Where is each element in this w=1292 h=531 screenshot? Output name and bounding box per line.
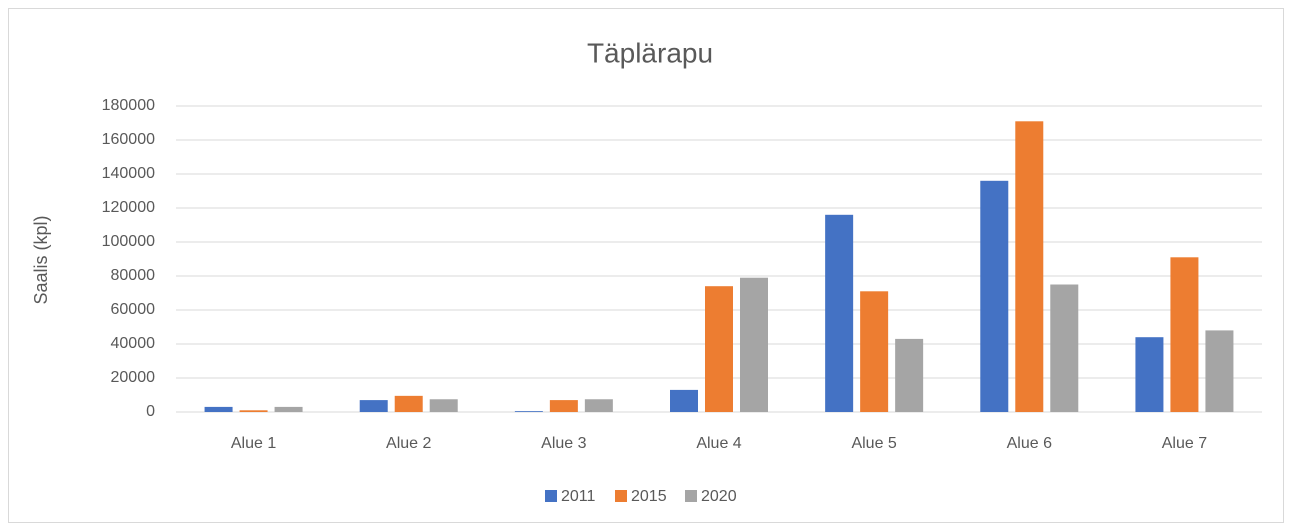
bar: [274, 406, 303, 412]
legend-swatch: [685, 490, 697, 502]
y-tick-label: 40000: [111, 335, 156, 352]
legend-swatch: [615, 490, 627, 502]
bar: [394, 395, 423, 412]
bar: [1015, 121, 1044, 413]
bar: [740, 277, 768, 412]
bar: [825, 214, 854, 412]
legend-label: 2011: [561, 488, 596, 505]
legend-swatch: [545, 490, 557, 502]
bar: [204, 406, 233, 412]
y-axis-label: Saalis (kpl): [31, 215, 51, 304]
bar: [1205, 330, 1234, 412]
bar: [980, 180, 1009, 412]
legend-label: 2020: [701, 488, 737, 505]
bar: [359, 400, 388, 412]
y-tick-label: 100000: [102, 233, 155, 250]
bar: [705, 286, 733, 412]
x-tick-label: Alue 2: [386, 435, 431, 452]
y-tick-label: 140000: [102, 165, 155, 182]
bar: [1050, 284, 1079, 412]
bar: [1135, 337, 1164, 412]
y-tick-label: 180000: [102, 97, 155, 114]
chart-title: Täplärapu: [587, 37, 713, 68]
x-tick-label: Alue 1: [231, 435, 276, 452]
bar: [514, 411, 543, 412]
y-tick-label: 20000: [111, 369, 156, 386]
y-tick-label: 80000: [111, 267, 156, 284]
bar: [429, 399, 458, 412]
bar: [239, 410, 268, 412]
x-tick-label: Alue 4: [696, 435, 741, 452]
bar: [670, 389, 698, 412]
bar: [549, 400, 578, 412]
bar: [895, 338, 924, 412]
legend-label: 2015: [631, 488, 667, 505]
y-tick-label: 120000: [102, 199, 155, 216]
y-tick-label: 160000: [102, 131, 155, 148]
chart-border: [8, 8, 1284, 523]
y-tick-label: 60000: [111, 301, 156, 318]
x-tick-label: Alue 6: [1007, 435, 1052, 452]
x-tick-label: Alue 3: [541, 435, 586, 452]
bar: [1170, 257, 1199, 412]
x-tick-label: Alue 5: [851, 435, 896, 452]
bar: [584, 399, 613, 412]
y-tick-label: 0: [146, 403, 155, 420]
bar: [860, 291, 889, 412]
x-tick-label: Alue 7: [1162, 435, 1207, 452]
